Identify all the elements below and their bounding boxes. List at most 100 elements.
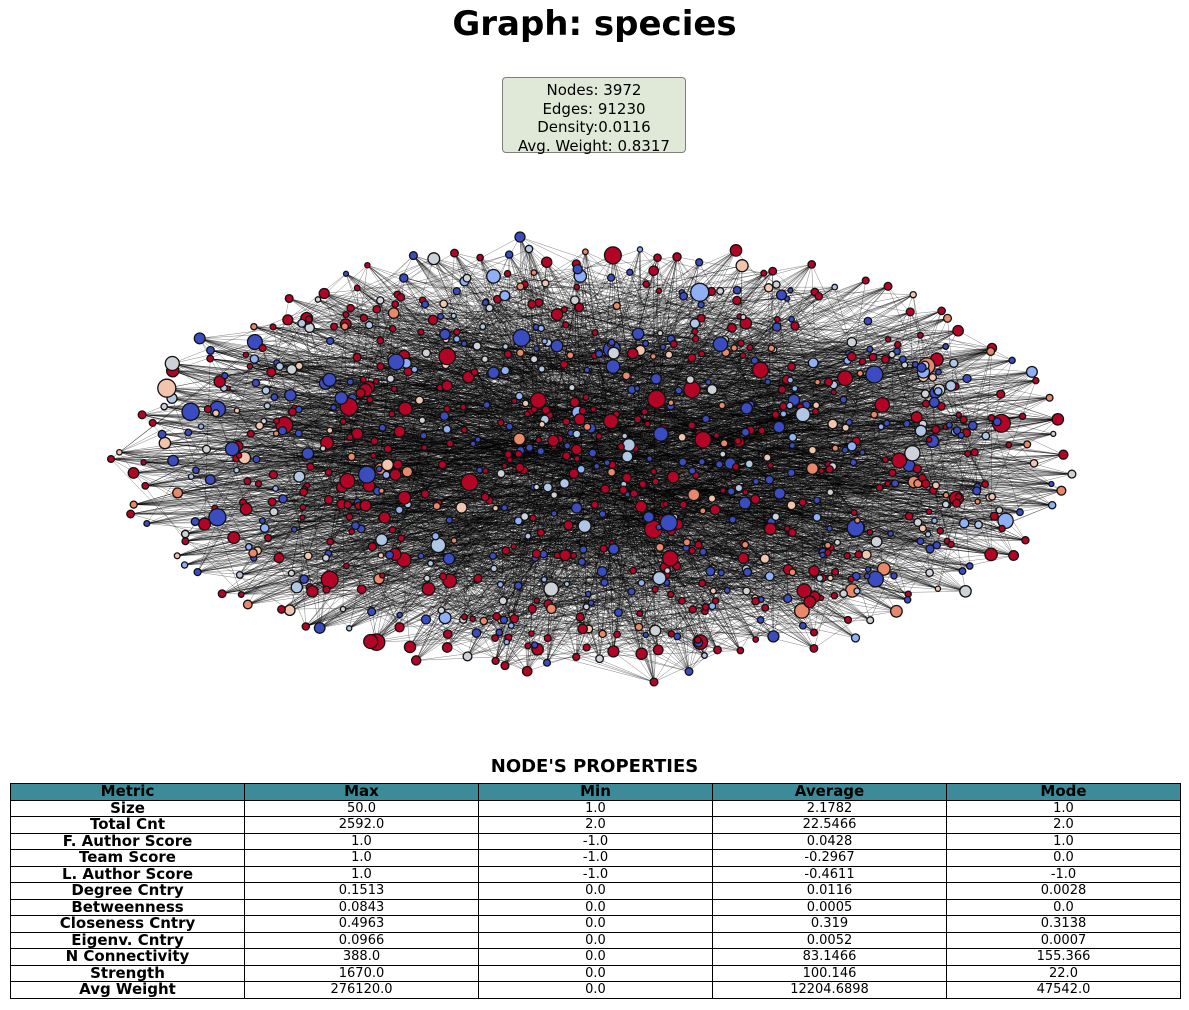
graph-node	[839, 395, 848, 404]
graph-node	[148, 418, 157, 427]
graph-node	[689, 318, 701, 329]
graph-node	[269, 323, 277, 331]
graph-node	[815, 574, 824, 583]
graph-node	[974, 520, 983, 530]
graph-node	[612, 301, 621, 311]
graph-node	[874, 397, 891, 413]
graph-node	[739, 352, 747, 359]
graph-node	[294, 429, 303, 438]
graph-node	[626, 268, 634, 276]
graph-node	[442, 552, 456, 565]
graph-node	[577, 557, 587, 567]
graph-node	[831, 283, 839, 291]
column-header: Average	[712, 783, 947, 801]
graph-node	[158, 436, 172, 450]
graph-node	[313, 621, 326, 634]
graph-node	[846, 351, 857, 362]
graph-node	[699, 507, 707, 515]
graph-node	[569, 396, 581, 408]
graph-node	[984, 547, 998, 562]
graph-node	[469, 615, 476, 623]
graph-node	[507, 622, 515, 630]
value-cell: 1.0	[946, 799, 1181, 817]
graph-node	[808, 565, 820, 577]
graph-node	[581, 248, 589, 256]
graph-node	[867, 570, 884, 588]
graph-node	[715, 460, 724, 469]
graph-node	[932, 541, 942, 550]
graph-node	[563, 519, 574, 531]
graph-node	[173, 552, 181, 560]
graph-node	[642, 280, 651, 289]
graph-node	[500, 661, 510, 671]
graph-node	[370, 452, 377, 459]
graph-node	[756, 616, 765, 624]
graph-node	[613, 607, 624, 618]
graph-node	[479, 616, 489, 626]
graph-node	[547, 434, 560, 447]
graph-node	[853, 516, 861, 524]
graph-node	[394, 505, 404, 515]
graph-node	[204, 474, 216, 486]
graph-node	[709, 587, 717, 595]
graph-node	[696, 313, 706, 323]
graph-node	[137, 410, 147, 420]
graph-node	[642, 511, 655, 523]
graph-node	[706, 383, 718, 396]
graph-node	[502, 343, 509, 350]
stat-nodes: Nodes: 3972	[546, 81, 642, 99]
graph-node	[203, 405, 213, 414]
graph-node	[388, 526, 397, 534]
graph-node	[418, 416, 427, 425]
graph-node	[647, 389, 667, 409]
graph-node	[252, 455, 261, 464]
graph-node	[542, 482, 553, 493]
graph-node	[242, 599, 253, 610]
graph-node	[442, 424, 452, 434]
graph-node	[392, 459, 404, 470]
graph-node	[535, 436, 543, 444]
graph-node	[339, 605, 347, 613]
value-cell: 2.0	[946, 816, 1181, 834]
graph-node	[705, 378, 712, 386]
graph-node	[536, 446, 546, 456]
graph-node	[269, 507, 279, 517]
graph-node	[472, 341, 482, 351]
graph-node	[856, 369, 864, 378]
graph-node	[742, 567, 753, 577]
graph-node	[699, 547, 708, 556]
graph-node	[573, 283, 581, 291]
graph-node	[1032, 376, 1040, 385]
graph-node	[666, 470, 680, 484]
graph-node	[578, 406, 587, 415]
metric-cell: Eigenv. Cntry	[10, 931, 245, 949]
graph-node	[888, 468, 897, 477]
value-cell: 0.0	[478, 882, 713, 900]
graph-node	[787, 287, 794, 294]
graph-node	[959, 584, 972, 598]
graph-node	[419, 431, 428, 440]
graph-node	[677, 596, 686, 605]
graph-node	[263, 402, 272, 410]
graph-node	[550, 339, 564, 353]
graph-node	[339, 472, 356, 489]
graph-node	[916, 537, 925, 546]
graph-node	[442, 629, 453, 640]
graph-node	[649, 677, 659, 687]
graph-node	[367, 607, 377, 617]
graph-node	[320, 570, 339, 589]
graph-node	[450, 248, 459, 258]
value-cell: -1.0	[478, 849, 713, 867]
graph-node	[764, 475, 775, 485]
graph-node	[877, 423, 885, 431]
graph-node	[376, 362, 385, 371]
graph-node	[779, 410, 788, 418]
graph-node	[157, 429, 167, 439]
graph-node	[481, 355, 489, 364]
graph-node	[106, 454, 116, 464]
graph-node	[348, 528, 356, 536]
value-cell: 50.0	[244, 799, 479, 817]
graph-node	[342, 311, 350, 319]
graph-node	[278, 494, 288, 504]
table-row: L. Author Score 1.0 -1.0 -0.4611 -1.0	[10, 865, 1181, 883]
